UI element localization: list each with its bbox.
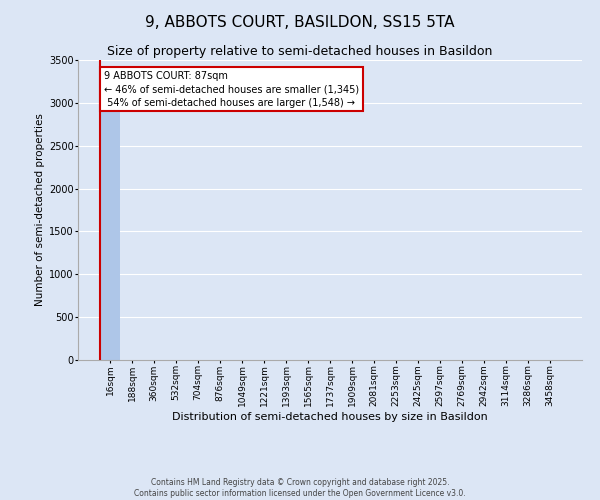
Y-axis label: Number of semi-detached properties: Number of semi-detached properties (35, 114, 45, 306)
Text: 9 ABBOTS COURT: 87sqm
← 46% of semi-detached houses are smaller (1,345)
 54% of : 9 ABBOTS COURT: 87sqm ← 46% of semi-deta… (104, 71, 359, 108)
Text: Contains HM Land Registry data © Crown copyright and database right 2025.
Contai: Contains HM Land Registry data © Crown c… (134, 478, 466, 498)
X-axis label: Distribution of semi-detached houses by size in Basildon: Distribution of semi-detached houses by … (172, 412, 488, 422)
Text: 9, ABBOTS COURT, BASILDON, SS15 5TA: 9, ABBOTS COURT, BASILDON, SS15 5TA (145, 15, 455, 30)
Text: Size of property relative to semi-detached houses in Basildon: Size of property relative to semi-detach… (107, 45, 493, 58)
Bar (101, 112, 119, 360)
